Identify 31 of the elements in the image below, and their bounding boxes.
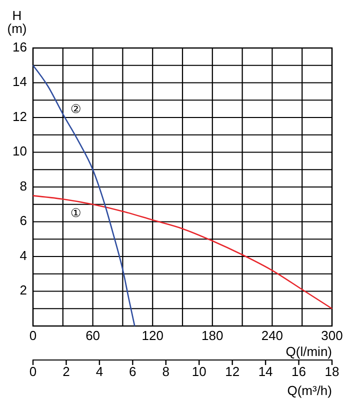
x2-tick-label: 10 [192,364,206,380]
line-series [32,64,136,327]
x-axis-title: Q(l/min) [286,344,332,359]
x2-tick-label: 0 [29,364,37,380]
y-tick-label: 6 [20,213,27,228]
y-tick-label: 8 [20,178,27,194]
x-tick-label: 300 [321,328,343,343]
y-axis-title: H (m) [7,8,27,36]
x-tick-label: 120 [142,328,164,343]
y-tick-label: 2 [20,282,27,298]
y-tick-label: 12 [12,108,27,124]
y-tick-label: 4 [20,248,27,263]
x-tick-label: 180 [202,328,224,343]
x-tick-label: 240 [261,328,284,343]
y-tick-label: 10 [12,144,27,159]
y-tick-label: 14 [12,74,27,90]
x2-tick-label: 2 [62,364,70,380]
x2-tick-label: 8 [162,364,170,380]
x2-tick-label: 4 [96,364,104,380]
x-tick-label: 60 [86,328,100,343]
series-label: ① [70,206,82,220]
x2-tick-label: 6 [129,364,136,380]
series-label: ② [70,102,82,116]
x2-tick-label: 18 [324,364,340,380]
y-tick-label: 16 [12,39,27,54]
x-tick-label: 0 [29,328,37,343]
x2-tick-label: 12 [225,364,240,380]
x2-tick-label: 16 [292,364,306,380]
line-series [32,195,333,310]
x2-tick-label: 14 [258,364,273,380]
x2-axis-title: Q(m³/h) [287,383,332,398]
